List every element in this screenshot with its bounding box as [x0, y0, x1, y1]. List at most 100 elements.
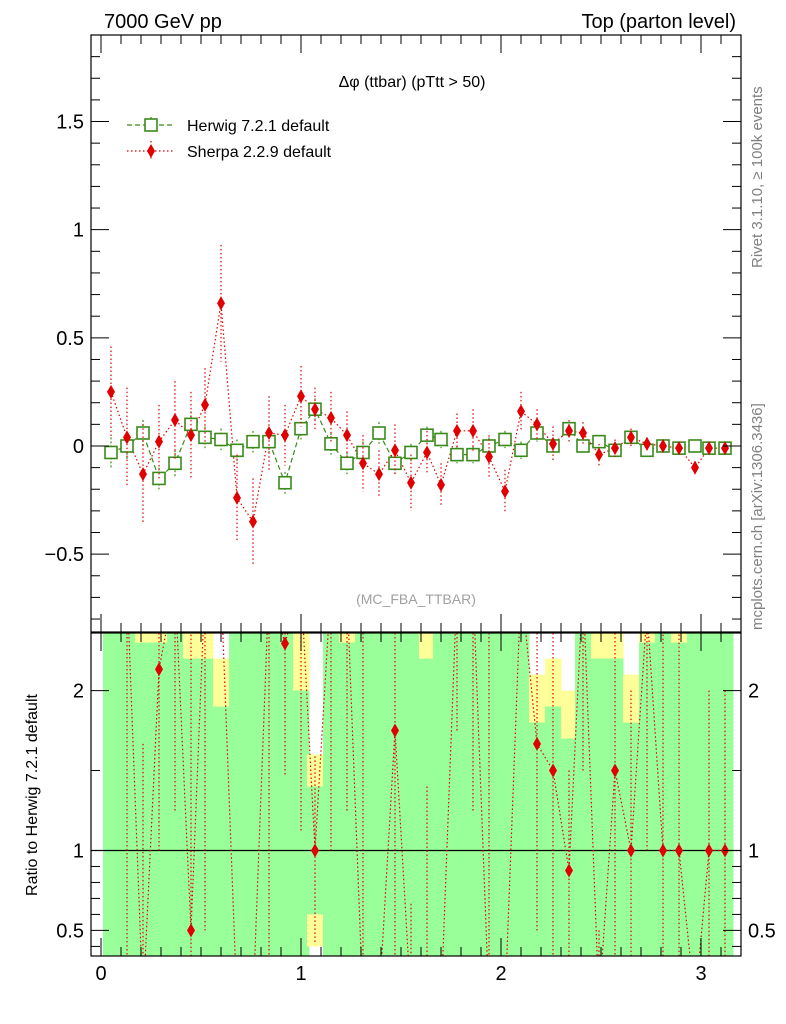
sherpa-point: [595, 447, 603, 462]
ratio-band-inner: [433, 633, 450, 956]
ratio-band-inner: [167, 633, 184, 956]
sherpa-point: [705, 441, 713, 456]
ratio-sherpa-point: [187, 923, 195, 938]
ratio-sherpa-point: [705, 843, 713, 858]
sherpa-point: [391, 443, 399, 458]
herwig-point: [168, 456, 182, 471]
ratio-band-inner: [293, 690, 310, 956]
sherpa-point: [343, 428, 351, 443]
sherpa-point: [217, 296, 225, 311]
ratio-xtick-label: 1: [295, 963, 306, 985]
ratio-band-inner: [639, 642, 656, 956]
main-ytick-label: 0.5: [56, 328, 84, 350]
main-panel-frame: [90, 34, 742, 633]
herwig-point: [230, 443, 244, 458]
legend-entry-sherpa: Sherpa 2.2.9 default: [127, 141, 332, 161]
ratio-sherpa-point: [155, 662, 163, 677]
sherpa-point: [201, 397, 209, 412]
ratio-band-inner: [481, 633, 498, 956]
ratio-band-inner: [687, 633, 704, 956]
ratio-band-inner: [197, 658, 214, 956]
herwig-point: [688, 439, 702, 453]
legend-herwig-label: Herwig 7.2.1 default: [187, 118, 330, 135]
ratio-band-inner: [449, 633, 466, 956]
sherpa-point: [171, 413, 179, 428]
sherpa-line: [110, 303, 725, 524]
ratio-sherpa-point: [675, 843, 683, 858]
ratio-ytick-label-right: 1: [748, 840, 759, 862]
ratio-sherpa-point: [659, 843, 667, 858]
ratio-ytick-label-left: 2: [73, 681, 84, 703]
sherpa-point: [627, 430, 635, 445]
ratio-band-inner: [497, 633, 514, 956]
ratio-ytick-label-right: 0.5: [748, 920, 776, 942]
ratio-xtick-label: 3: [695, 963, 706, 985]
sherpa-point: [359, 456, 367, 471]
ratio-ytick-label-left: 1: [73, 840, 84, 862]
ratio-band-inner: [513, 633, 530, 956]
sherpa-point: [453, 423, 461, 438]
sherpa-point: [265, 426, 273, 440]
ratio-band-inner: [135, 642, 152, 956]
ratio-xtick-label: 0: [95, 963, 106, 985]
sherpa-point: [155, 434, 163, 449]
herwig-point: [340, 456, 354, 471]
sherpa-point: [123, 430, 131, 445]
ratio-band-inner: [213, 706, 230, 956]
ratio-sherpa-point: [391, 723, 399, 738]
ratio-band-inner: [355, 633, 372, 956]
herwig-point: [498, 432, 512, 447]
herwig-point: [592, 434, 606, 449]
sherpa-point: [721, 441, 729, 456]
ratio-band-inner: [717, 633, 734, 956]
ratio-band-inner: [277, 633, 294, 956]
herwig-point: [404, 445, 418, 460]
ratio-band-inner: [607, 658, 624, 956]
sherpa-point: [643, 436, 651, 451]
sherpa-point: [517, 404, 525, 419]
ratio-band-inner: [119, 633, 136, 956]
sherpa-point: [311, 402, 319, 417]
sherpa-point: [549, 436, 557, 451]
mcplots-label: mcplots.cern.ch [arXiv:1306.3436]: [749, 403, 766, 630]
sherpa-point: [107, 384, 115, 399]
ratio-band-inner: [261, 633, 278, 956]
herwig-point: [576, 439, 590, 453]
sherpa-point: [249, 514, 257, 529]
rivet-version-label: Rivet 3.1.10, ≥ 100k events: [749, 86, 766, 268]
main-panel: −0.5 0 0.5 1 1.5 Δφ (ttbar) (pTtt > 50) (MC_…: [45, 34, 742, 633]
ratio-band-inner: [591, 658, 608, 956]
herwig-point: [434, 432, 448, 447]
main-ytick-label: 1: [73, 220, 84, 242]
ratio-band-inner: [403, 633, 420, 956]
sherpa-point: [485, 449, 493, 464]
ratio-band-inner: [371, 633, 388, 956]
sherpa-point: [533, 417, 541, 432]
sherpa-point: [437, 477, 445, 492]
legend: Herwig 7.2.1 default Sherpa 2.2.9 defaul…: [127, 117, 332, 161]
sherpa-point: [659, 438, 667, 453]
sherpa-point: [407, 475, 415, 490]
herwig-point: [214, 432, 228, 447]
ratio-band-inner: [465, 633, 482, 956]
sherpa-point: [281, 428, 289, 443]
ratio-sherpa-line: [128, 633, 725, 956]
ratio-band-inner: [103, 633, 120, 956]
ratio-band-inner: [245, 633, 262, 956]
legend-sherpa-label: Sherpa 2.2.9 default: [187, 144, 332, 161]
herwig-point: [278, 475, 292, 490]
header-right-title: Top (parton level): [581, 11, 736, 33]
ratio-sherpa-point: [565, 863, 573, 878]
sherpa-point: [579, 426, 587, 440]
sherpa-point: [501, 484, 509, 499]
sherpa-point: [691, 460, 699, 475]
legend-sherpa-marker: [147, 144, 155, 158]
sherpa-point: [187, 428, 195, 443]
sherpa-point: [675, 441, 683, 456]
ratio-band-inner: [529, 722, 546, 956]
main-ytick-label: 1.5: [56, 112, 84, 134]
ratio-band-inner: [575, 633, 592, 956]
ratio-band-inner: [323, 633, 340, 956]
herwig-point: [324, 437, 338, 451]
